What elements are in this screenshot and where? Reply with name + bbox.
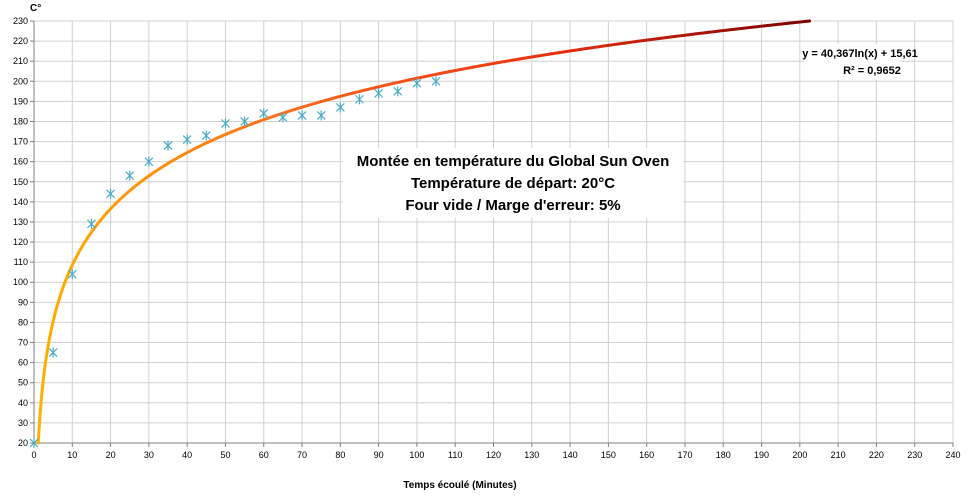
- data-point: [374, 88, 384, 99]
- y-tick-label: 80: [18, 317, 28, 327]
- x-tick-label: 230: [907, 450, 922, 460]
- data-point: [259, 108, 269, 119]
- annotation-line-3: Four vide / Marge d'erreur: 5%: [405, 197, 620, 214]
- data-point: [393, 86, 403, 97]
- y-tick-label: 140: [13, 197, 28, 207]
- y-tick-label: 180: [13, 116, 28, 126]
- y-tick-label: 30: [18, 418, 28, 428]
- y-tick-label: 20: [18, 438, 28, 448]
- y-tick-label: 210: [13, 56, 28, 66]
- x-tick-label: 80: [335, 450, 345, 460]
- y-tick-label: 70: [18, 338, 28, 348]
- y-tick-label: 230: [13, 16, 28, 26]
- x-axis-title: Temps écoulé (Minutes): [403, 480, 516, 491]
- x-tick-label: 20: [106, 450, 116, 460]
- x-tick-label: 180: [716, 450, 731, 460]
- data-point: [182, 134, 192, 145]
- data-point: [278, 112, 288, 123]
- trendline-equation: y = 40,367ln(x) + 15,61 R² = 0,9652: [802, 44, 918, 80]
- data-point: [335, 102, 345, 113]
- data-point: [144, 156, 154, 167]
- x-tick-label: 140: [563, 450, 578, 460]
- annotation-line-1: Montée en température du Global Sun Oven: [357, 153, 670, 170]
- data-point: [67, 269, 77, 280]
- annotation-box: Montée en température du Global Sun Oven…: [343, 148, 683, 218]
- x-tick-label: 10: [67, 450, 77, 460]
- y-tick-label: 110: [14, 257, 28, 267]
- y-axis-title: C°: [30, 3, 41, 14]
- y-tick-label: 150: [13, 177, 28, 187]
- x-tick-label: 200: [792, 450, 807, 460]
- x-tick-label: 240: [945, 450, 960, 460]
- x-tick-label: 170: [677, 450, 692, 460]
- y-tick-label: 170: [13, 137, 28, 147]
- data-points: [29, 76, 441, 448]
- grid: [30, 20, 954, 447]
- equation-line: y = 40,367ln(x) + 15,61: [802, 48, 918, 60]
- data-point: [431, 76, 441, 87]
- y-tick-label: 120: [13, 237, 28, 247]
- equation-background: [804, 44, 900, 80]
- tick-labels: 0 10 20 30 40 50 60 70 80 90 100 110 120 130 140 150 160…: [13, 16, 961, 460]
- data-point: [125, 170, 135, 181]
- data-point: [221, 118, 230, 129]
- x-tick-label: 50: [220, 450, 230, 460]
- data-point: [201, 130, 211, 141]
- data-point: [240, 116, 250, 127]
- x-tick-label: 110: [448, 450, 462, 460]
- data-point: [29, 438, 39, 448]
- x-tick-label: 210: [831, 450, 846, 460]
- y-tick-label: 40: [18, 398, 28, 408]
- y-tick-label: 130: [13, 217, 28, 227]
- data-point: [297, 110, 307, 121]
- y-tick-label: 200: [13, 76, 28, 86]
- x-tick-label: 150: [601, 450, 616, 460]
- x-tick-label: 130: [524, 450, 539, 460]
- annotation-background: [343, 148, 683, 218]
- trendline: [36, 19, 812, 445]
- x-tick-label: 220: [869, 450, 884, 460]
- x-tick-label: 70: [297, 450, 307, 460]
- x-tick-label: 100: [409, 450, 424, 460]
- x-tick-label: 160: [639, 450, 654, 460]
- data-point: [355, 94, 364, 105]
- y-tick-label: 100: [13, 277, 28, 287]
- x-tick-label: 60: [259, 450, 269, 460]
- annotation-line-2: Température de départ: 20°C: [411, 175, 615, 192]
- y-tick-label: 50: [18, 378, 28, 388]
- data-point: [316, 110, 326, 121]
- data-point: [87, 218, 96, 229]
- x-tick-label: 90: [374, 450, 384, 460]
- y-tick-label: 190: [13, 96, 28, 106]
- y-tick-label: 60: [18, 358, 28, 368]
- y-tick-label: 90: [18, 297, 28, 307]
- y-tick-label: 160: [13, 157, 28, 167]
- data-point: [48, 347, 58, 358]
- x-tick-label: 30: [144, 450, 154, 460]
- data-point: [106, 188, 116, 199]
- y-tick-label: 220: [13, 36, 28, 46]
- x-tick-label: 190: [754, 450, 769, 460]
- r-squared-line: R² = 0,9652: [843, 65, 901, 77]
- trendline-layer: [36, 19, 812, 445]
- data-point: [412, 78, 422, 89]
- x-tick-label: 120: [486, 450, 501, 460]
- x-tick-label: 0: [31, 450, 36, 460]
- x-tick-label: 40: [182, 450, 192, 460]
- data-point: [163, 140, 173, 151]
